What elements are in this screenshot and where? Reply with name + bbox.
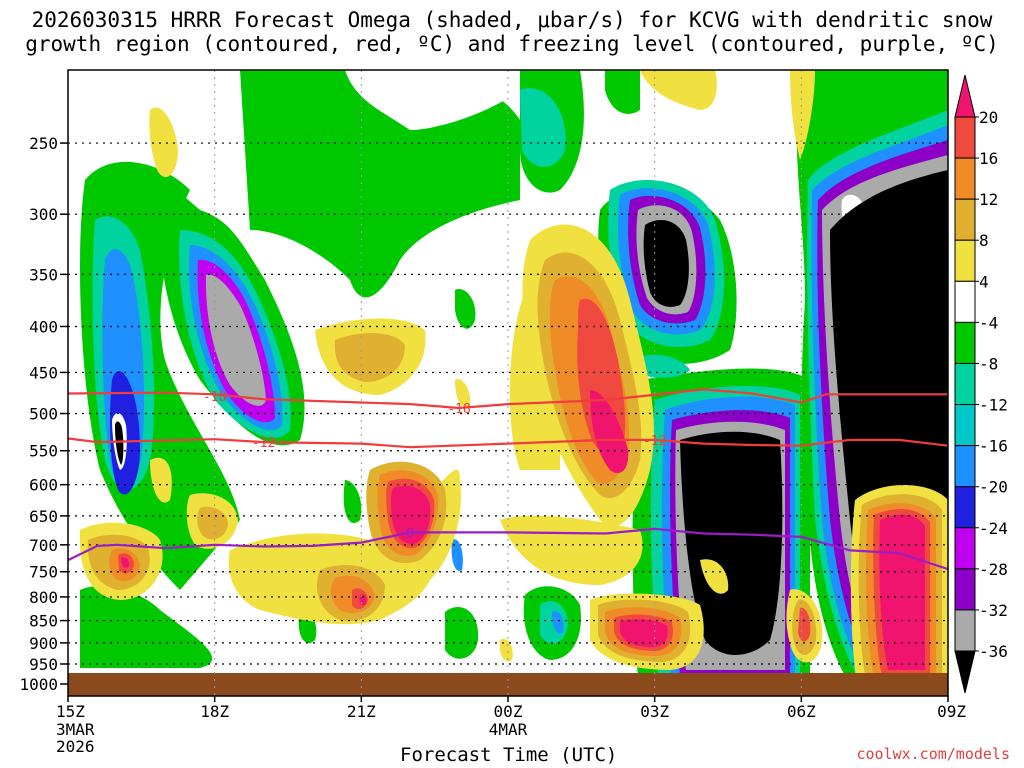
colorbar-box: [954, 609, 976, 652]
colorbar-label: -4: [979, 313, 998, 332]
colorbar-label: -28: [979, 560, 1008, 579]
y-tick-label: 500: [29, 405, 58, 424]
colorbar-box: [954, 527, 976, 570]
y-tick-label: 950: [29, 655, 58, 674]
contours: -18 -18 -12 -12 0: [68, 388, 948, 571]
y-tick-label: 250: [29, 134, 58, 153]
x-tick-sublabel: 3MAR: [56, 720, 95, 739]
x-tick-label: 00Z: [494, 702, 523, 721]
y-tick-label: 700: [29, 536, 58, 555]
colorbar-label: -32: [979, 601, 1008, 620]
x-tick-label: 03Z: [640, 702, 669, 721]
y-tick-label: 900: [29, 634, 58, 653]
colorbar-label: 8: [979, 231, 989, 250]
chart-title-line-2: growth region (contoured, red, ºC) and f…: [25, 32, 999, 56]
x-tick-sublabel: 4MAR: [489, 720, 528, 739]
contour-line-red: [68, 437, 948, 449]
colorbar-box: [954, 116, 976, 159]
colorbar-top-arrow: [954, 74, 976, 118]
chart-title-line-1: 2026030315 HRRR Forecast Omega (shaded, …: [31, 8, 993, 32]
contour-label: -18: [447, 402, 470, 417]
colorbar: 20 16 12 8 4 -4 -8 -12 -16 -20 -24 -28 -32 -36: [954, 74, 1008, 694]
x-tick-label: 18Z: [200, 702, 229, 721]
y-tick-label: 800: [29, 588, 58, 607]
x-tick-label: 15Z: [56, 702, 85, 721]
x-tick-sublabel: 2026: [56, 737, 95, 756]
y-axis: 250 300 350 400 450 500 550 600 650 700 750 800 850 9…: [19, 134, 68, 694]
y-tick-label: 850: [29, 612, 58, 631]
x-axis-title: Forecast Time (UTC): [400, 744, 618, 766]
ground-layer: [68, 673, 948, 696]
contour-label: 0: [406, 526, 414, 541]
y-tick-label: 400: [29, 317, 58, 336]
colorbar-box: [954, 280, 976, 323]
colorbar-label: 4: [979, 272, 989, 291]
colorbar-label: 20: [979, 108, 998, 127]
colorbar-label: -20: [979, 478, 1008, 497]
contour-line-red: [68, 388, 948, 410]
contour-label: -12: [252, 436, 275, 451]
colorbar-box: [954, 157, 976, 200]
colorbar-label: -16: [979, 437, 1008, 456]
colorbar-box: [954, 239, 976, 282]
x-tick-label: 21Z: [347, 702, 376, 721]
colorbar-label: -36: [979, 642, 1008, 661]
colorbar-box: [954, 568, 976, 611]
y-tick-label: 650: [29, 507, 58, 526]
colorbar-label: -24: [979, 519, 1008, 538]
colorbar-box: [954, 404, 976, 447]
y-tick-label: 300: [29, 205, 58, 224]
colorbar-label: 16: [979, 149, 998, 168]
y-tick-label: 450: [29, 363, 58, 382]
colorbar-label: -8: [979, 354, 998, 373]
colorbar-label: 12: [979, 190, 998, 209]
colorbar-box: [954, 445, 976, 488]
colorbar-bottom-arrow: [954, 650, 976, 694]
colorbar-box: [954, 486, 976, 529]
y-tick-label: 1000: [19, 675, 58, 694]
y-tick-label: 600: [29, 476, 58, 495]
omega-shading: [79, 70, 948, 696]
colorbar-label: -12: [979, 396, 1008, 415]
x-tick-label: 09Z: [937, 702, 966, 721]
contour-label: -18: [203, 390, 226, 405]
y-tick-label: 750: [29, 563, 58, 582]
colorbar-box: [954, 321, 976, 364]
credit-text: coolwx.com/models: [856, 745, 1010, 763]
colorbar-box: [954, 362, 976, 406]
contour-line-purple: [68, 527, 948, 571]
contour-label: -12: [643, 434, 666, 449]
y-tick-label: 550: [29, 442, 58, 461]
y-tick-label: 350: [29, 265, 58, 284]
colorbar-box: [954, 198, 976, 241]
x-tick-label: 06Z: [787, 702, 816, 721]
